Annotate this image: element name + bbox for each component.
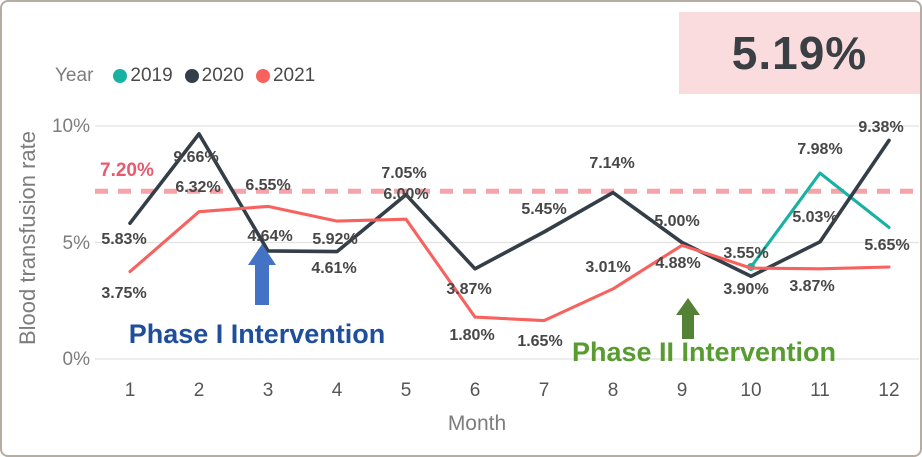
data-label-2020-m3: 4.64%	[247, 227, 293, 245]
data-label-2021-m7: 1.65%	[517, 332, 563, 350]
legend-item-2021: 2021	[255, 65, 316, 87]
series-line-2019	[749, 171, 891, 269]
data-label-2021-m1: 3.75%	[101, 284, 147, 302]
phase1-annotation: Phase I Intervention	[128, 319, 386, 349]
data-label-2020-m7: 5.45%	[521, 201, 567, 218]
x-tick-label-4: 4	[331, 380, 343, 401]
legend-label-2020: 2020	[201, 65, 244, 86]
data-label-2021-m5: 6.00%	[383, 186, 429, 204]
phase2-arrow-icon	[676, 298, 700, 339]
data-label-2020-m12: 9.38%	[858, 119, 904, 137]
phase1-arrow-icon	[248, 244, 276, 305]
x-tick-label-10: 10	[740, 380, 762, 401]
legend-title: Year	[55, 65, 94, 86]
data-label-2020-m1: 5.83%	[101, 231, 147, 249]
y-tick-label: 0%	[62, 349, 90, 370]
series-line-2021	[128, 204, 891, 323]
data-label-2021-m4: 5.92%	[312, 231, 358, 249]
x-tick-label-2: 2	[193, 380, 205, 401]
data-label-2021-m9: 4.88%	[655, 255, 701, 273]
reference-line-label: 7.20%	[100, 160, 154, 181]
y-tick-label: 5%	[62, 232, 90, 254]
data-label-2019-m11: 7.98%	[797, 141, 843, 159]
legend-item-2019: 2019	[113, 65, 173, 87]
x-tick-label-11: 11	[810, 380, 830, 401]
data-label-2020-m2: 9.66%	[173, 148, 219, 166]
x-tick-label-8: 8	[607, 380, 619, 401]
data-label-2020-m10: 3.55%	[723, 245, 769, 263]
data-label-2020-m4: 4.61%	[311, 259, 357, 277]
data-label-2019-m12: 5.65%	[864, 237, 910, 255]
data-label-2021-m3: 6.55%	[245, 177, 291, 195]
legend-item-2020: 2020	[184, 65, 244, 87]
legend: Year 2019 2020 2021	[55, 65, 327, 87]
data-label-2021-m2: 6.32%	[175, 178, 221, 196]
legend-label-2021: 2021	[272, 65, 316, 86]
data-label-2020-m6: 3.87%	[446, 280, 492, 298]
data-label-2020-m11: 5.03%	[792, 208, 838, 226]
data-label-2021-m11: 3.87%	[789, 277, 835, 295]
highlight-value: 5.19%	[731, 27, 868, 79]
data-label-2020-m9: 5.00%	[654, 212, 700, 230]
legend-label-2019: 2019	[130, 65, 173, 86]
x-axis-title: Month	[447, 412, 507, 435]
x-tick-label-5: 5	[400, 380, 412, 401]
legend-dot-2021-icon	[255, 69, 270, 83]
data-label-2021-m8: 3.01%	[585, 258, 631, 276]
highlight-value-box: 5.19%	[679, 12, 920, 94]
series-line-2020	[128, 132, 891, 279]
data-label-2021-m6: 1.80%	[449, 327, 495, 345]
data-label-2021-m10: 3.90%	[723, 281, 769, 299]
legend-dot-2020-icon	[184, 69, 199, 83]
data-label-2020-m8: 7.14%	[589, 154, 635, 172]
data-label-2020-m5: 7.05%	[381, 164, 427, 182]
y-tick-label: 10%	[51, 116, 90, 137]
x-tick-label-1: 1	[124, 380, 136, 401]
legend-dot-2019-icon	[113, 69, 128, 83]
x-tick-label-12: 12	[878, 380, 900, 401]
x-tick-label-6: 6	[469, 380, 481, 401]
phase2-annotation: Phase II Intervention	[571, 337, 837, 367]
x-tick-label-3: 3	[262, 380, 274, 401]
x-tick-label-7: 7	[538, 380, 550, 401]
x-tick-label-9: 9	[676, 380, 688, 401]
